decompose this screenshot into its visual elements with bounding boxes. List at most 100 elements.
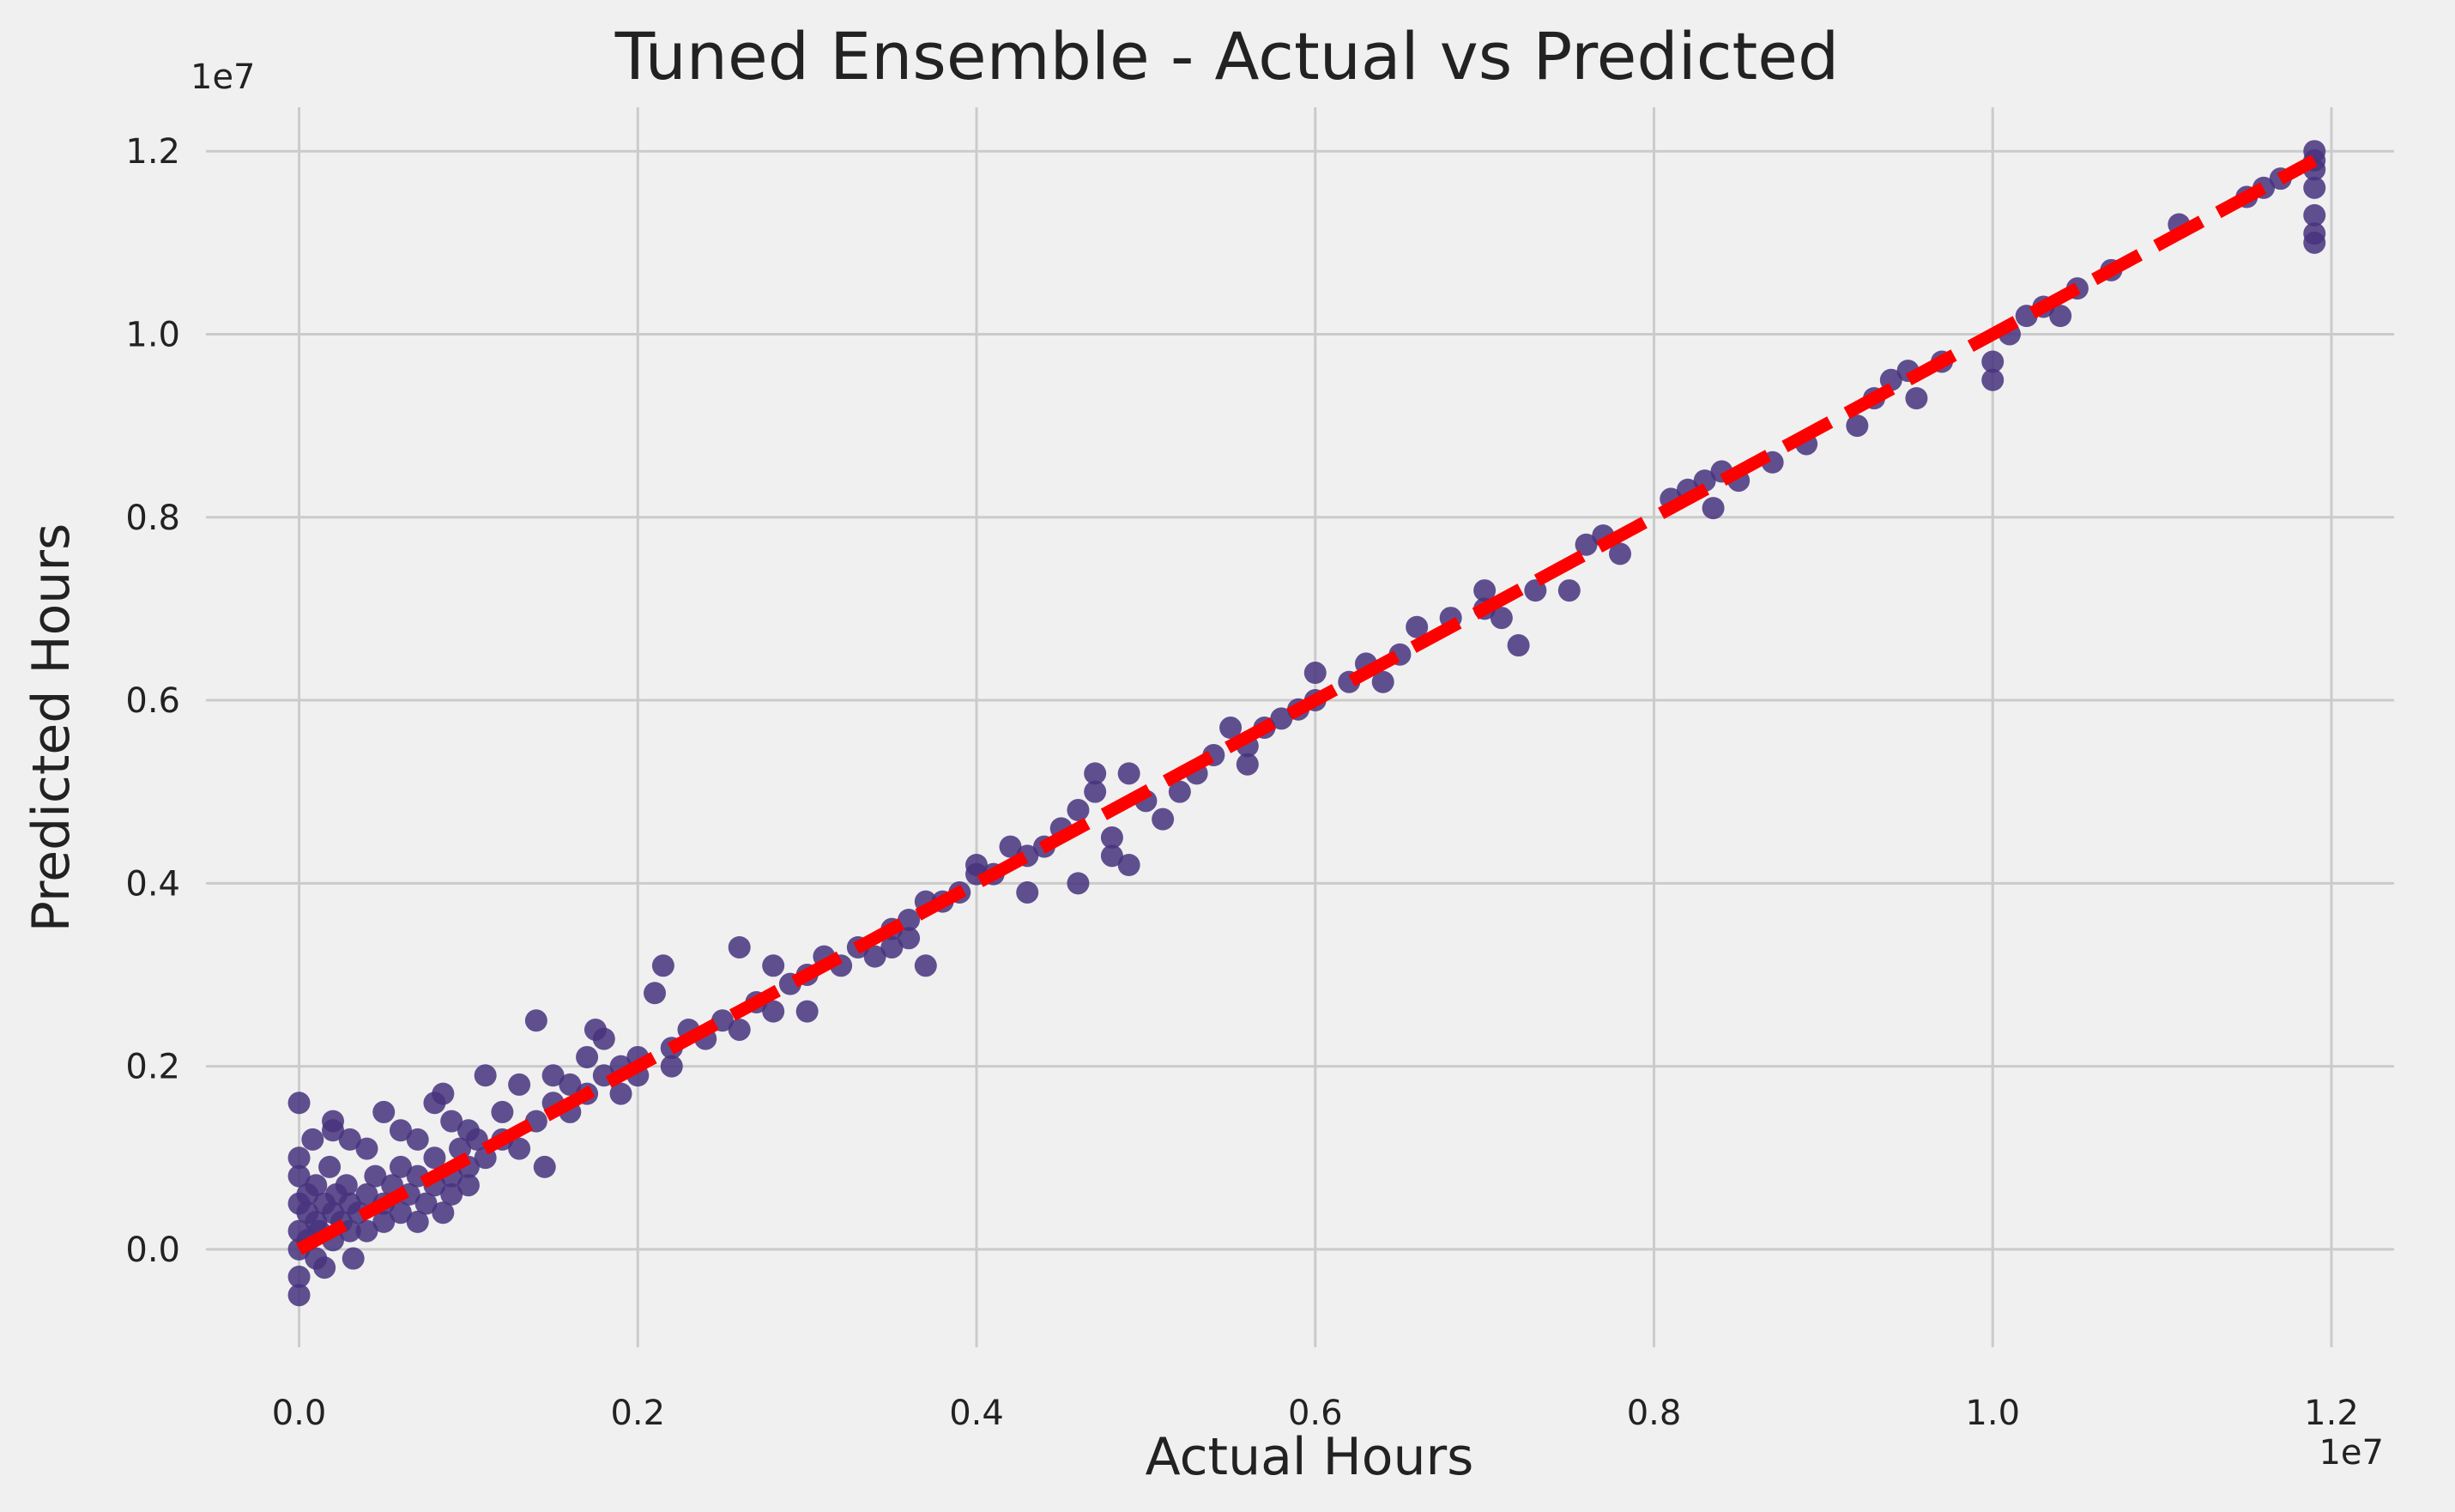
data-point	[576, 1045, 599, 1068]
y-tick-label: 0.0	[125, 1231, 180, 1270]
data-point	[322, 1119, 345, 1142]
data-point	[795, 1000, 819, 1023]
data-point	[457, 1174, 480, 1197]
data-point	[423, 1146, 446, 1170]
x-offset-label: 1e7	[2319, 1433, 2384, 1473]
data-point	[1117, 762, 1140, 785]
data-point	[1084, 762, 1107, 785]
data-point	[559, 1073, 582, 1096]
data-point	[287, 1146, 311, 1170]
data-point	[364, 1164, 387, 1188]
data-point	[1490, 607, 1513, 630]
x-tick-label: 1.0	[1965, 1394, 2020, 1433]
y-tick-label: 1.2	[125, 132, 180, 172]
y-tick-label: 0.8	[125, 499, 180, 538]
reference-line	[295, 154, 2318, 1255]
data-point	[1067, 799, 1090, 822]
data-point	[2303, 203, 2326, 227]
data-point	[372, 1210, 396, 1233]
y-axis-label: Predicted Hours	[21, 523, 82, 933]
data-point	[440, 1182, 463, 1206]
data-point	[508, 1137, 531, 1160]
data-point	[508, 1073, 531, 1096]
data-point	[432, 1201, 455, 1225]
data-point	[898, 927, 921, 950]
x-tick-label: 0.2	[610, 1394, 665, 1433]
data-point	[1236, 753, 1259, 776]
data-point	[287, 1284, 311, 1307]
data-point	[474, 1064, 497, 1087]
data-point	[524, 1009, 547, 1032]
data-point	[1981, 368, 2005, 391]
data-point	[965, 853, 989, 876]
chart-title: Tuned Ensemble - Actual vs Predicted	[614, 18, 1840, 94]
data-point	[609, 1082, 632, 1105]
points-layer	[287, 140, 2326, 1307]
data-point	[406, 1210, 429, 1233]
data-point	[406, 1128, 429, 1151]
data-point	[651, 954, 674, 977]
data-point	[313, 1256, 336, 1279]
data-point	[1084, 780, 1107, 803]
data-point	[287, 1265, 311, 1288]
data-point	[710, 1009, 734, 1032]
data-point	[1152, 807, 1175, 831]
y-tick-label: 0.4	[125, 864, 180, 904]
data-point	[999, 835, 1022, 858]
data-point	[898, 908, 921, 931]
data-point	[287, 1164, 311, 1188]
data-point	[2303, 176, 2326, 199]
data-point	[1575, 533, 1598, 556]
data-point	[1507, 634, 1530, 657]
x-tick-label: 0.6	[1288, 1394, 1343, 1433]
data-point	[1557, 579, 1581, 602]
data-point	[660, 1055, 683, 1078]
data-point	[335, 1174, 358, 1197]
data-point	[1100, 844, 1123, 868]
data-point	[440, 1110, 463, 1133]
data-point	[2049, 305, 2072, 328]
y-tick-label: 0.2	[125, 1048, 180, 1087]
data-point	[287, 1092, 311, 1115]
x-axis-label: Actual Hours	[1146, 1427, 1474, 1487]
data-point	[1303, 662, 1327, 685]
data-point	[914, 954, 937, 977]
x-tick-label: 0.4	[949, 1394, 1004, 1433]
x-tick-label: 1.2	[2304, 1394, 2359, 1433]
data-point	[762, 1000, 785, 1023]
data-point	[1219, 717, 1243, 740]
data-point	[880, 935, 904, 959]
data-point	[414, 1192, 438, 1215]
data-point	[1905, 387, 1928, 410]
y-tick-label: 0.6	[125, 681, 180, 721]
data-point	[491, 1100, 514, 1123]
data-point	[1270, 707, 1293, 730]
data-point	[644, 982, 667, 1005]
data-point	[389, 1155, 412, 1178]
data-point	[1981, 350, 2005, 373]
reference-line-layer	[295, 154, 2318, 1255]
data-point	[457, 1119, 480, 1142]
x-tick-label: 0.8	[1627, 1394, 1682, 1433]
data-point	[728, 935, 751, 959]
data-point	[1016, 880, 1039, 904]
data-point	[1406, 615, 1429, 638]
data-point	[389, 1201, 412, 1225]
x-tick-label: 0.0	[272, 1394, 327, 1433]
data-point	[1067, 872, 1090, 895]
data-point	[762, 954, 785, 977]
data-point	[541, 1064, 565, 1087]
data-point	[1609, 542, 1632, 565]
data-point	[1117, 853, 1140, 876]
data-point	[1846, 414, 1869, 438]
data-point	[305, 1174, 328, 1197]
data-point	[1100, 826, 1123, 850]
data-point	[342, 1247, 365, 1270]
data-point	[355, 1182, 378, 1206]
y-offset-label: 1e7	[190, 57, 256, 97]
data-point	[389, 1119, 412, 1142]
data-point	[432, 1082, 455, 1105]
data-point	[301, 1128, 324, 1151]
data-point	[355, 1137, 378, 1160]
y-tick-label: 1.0	[125, 315, 180, 354]
